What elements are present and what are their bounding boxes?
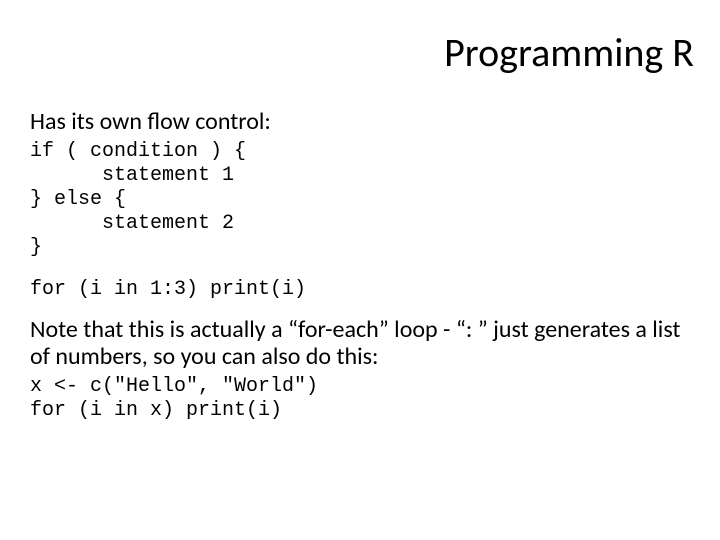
slide: Programming R Has its own flow control: … — [0, 0, 720, 540]
code-if-else: if ( condition ) { statement 1 } else { … — [30, 140, 690, 260]
code-hello-world: x <- c("Hello", "World") for (i in x) pr… — [30, 375, 690, 423]
code-for-loop: for (i in 1:3) print(i) — [30, 278, 690, 302]
note-text: Note that this is actually a “for-each” … — [30, 316, 690, 371]
slide-content: Has its own flow control: if ( condition… — [30, 108, 690, 441]
slide-title: Programming R — [444, 28, 694, 77]
intro-text: Has its own flow control: — [30, 108, 690, 136]
